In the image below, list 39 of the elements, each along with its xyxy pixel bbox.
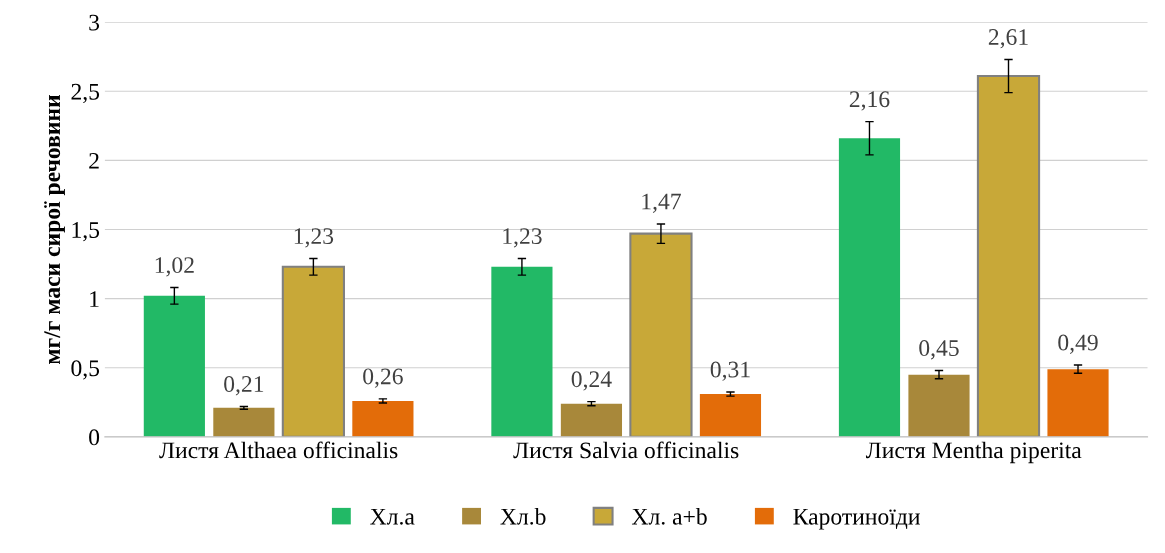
bar xyxy=(281,265,346,437)
x-tick-label: Листя Mentha piperita xyxy=(865,441,1082,464)
data-label: 1,23 xyxy=(503,228,542,248)
y-tick-label: 0 xyxy=(89,429,100,446)
y-tick-label: 2 xyxy=(89,152,99,169)
bar xyxy=(213,407,275,437)
data-label: 0,21 xyxy=(224,376,264,396)
y-tick-label: 2,5 xyxy=(71,83,100,104)
data-label: 1,02 xyxy=(155,257,194,277)
y-tick-label: 1 xyxy=(90,291,99,307)
bar xyxy=(908,374,970,437)
data-label: 0,49 xyxy=(1058,334,1098,354)
data-label: 0,26 xyxy=(363,368,403,388)
bar xyxy=(143,295,205,437)
bar xyxy=(629,232,693,437)
bar xyxy=(976,75,1041,437)
legend-label: Хл.a xyxy=(370,508,415,525)
x-tick-label: Листя Salvia officinalis xyxy=(513,441,739,459)
data-label: 0,31 xyxy=(710,361,750,381)
data-label: 2,61 xyxy=(988,29,1028,49)
bar xyxy=(699,394,762,437)
bar xyxy=(1047,369,1109,437)
bar xyxy=(491,266,553,437)
bar xyxy=(838,138,901,437)
legend-label: Хл.b xyxy=(500,508,546,525)
legend-label: Каротиноїди xyxy=(793,508,920,530)
y-axis-title: мг/г маси сирої речовини xyxy=(44,94,65,365)
data-label: 1,47 xyxy=(642,193,681,213)
legend-label: Хл. a+b xyxy=(631,508,707,525)
bar xyxy=(560,403,623,437)
data-label: 0,24 xyxy=(571,371,612,391)
y-tick-label: 1,5 xyxy=(72,222,100,242)
y-tick-label: 0,5 xyxy=(71,360,100,380)
data-label: 0,45 xyxy=(919,340,959,360)
data-label: 2,16 xyxy=(849,91,890,111)
bar xyxy=(352,400,414,437)
data-label: 1,23 xyxy=(294,228,334,248)
y-tick-label: 3 xyxy=(89,14,100,31)
x-tick-label: Листя Althaea officinalis xyxy=(159,441,398,459)
